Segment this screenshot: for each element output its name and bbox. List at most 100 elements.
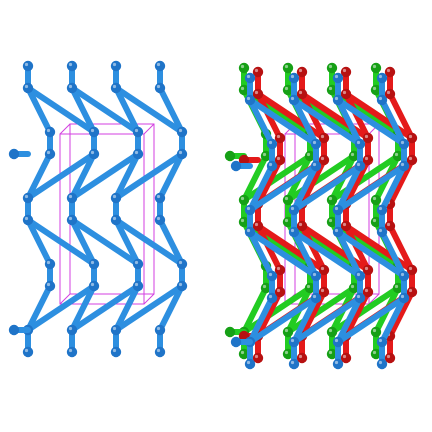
atom-highlight — [350, 152, 355, 157]
atom-highlight — [178, 150, 183, 155]
atom-highlight — [156, 326, 161, 331]
atom-node — [354, 270, 366, 282]
atom-highlight — [246, 206, 251, 211]
bond — [113, 217, 141, 267]
atom-highlight — [268, 272, 273, 277]
interpenetrated-networks-panel — [224, 62, 418, 370]
atom-highlight — [372, 64, 377, 69]
bond — [291, 295, 363, 345]
atom-node — [110, 324, 122, 336]
atom-node — [22, 214, 34, 226]
atom-node — [332, 72, 344, 84]
atom-node — [398, 270, 410, 282]
atom-node — [332, 204, 344, 216]
atom-node — [132, 126, 144, 138]
bond — [335, 97, 363, 147]
atom-highlight — [156, 194, 161, 199]
atom-highlight — [246, 96, 251, 101]
atom-highlight — [134, 282, 139, 287]
atom-highlight — [46, 282, 51, 287]
atom-node — [110, 82, 122, 94]
atom-highlight — [328, 196, 333, 201]
single-network-panel — [8, 60, 188, 358]
atom-node — [244, 226, 256, 238]
unit-cell — [59, 123, 155, 305]
atom-highlight — [312, 162, 317, 167]
atom-highlight — [290, 228, 295, 233]
bond — [241, 153, 313, 203]
atom-node — [154, 60, 166, 72]
atom-highlight — [306, 284, 311, 289]
atom-highlight — [68, 348, 73, 353]
atom-highlight — [68, 326, 73, 331]
atom-highlight — [298, 354, 303, 359]
atom-node — [154, 82, 166, 94]
atom-highlight — [24, 62, 29, 67]
network-blue — [8, 60, 188, 358]
atom-highlight — [378, 206, 383, 211]
atom-highlight — [254, 68, 259, 73]
bond — [247, 97, 319, 147]
atom-node — [370, 326, 382, 338]
bond — [113, 283, 185, 333]
atom-highlight — [408, 288, 413, 293]
atom-highlight — [386, 68, 391, 73]
atom-highlight — [276, 288, 281, 293]
atom-node — [244, 72, 256, 84]
atom-node — [154, 192, 166, 204]
atom-node — [288, 72, 300, 84]
atom-highlight — [356, 272, 361, 277]
bond — [379, 229, 407, 279]
atom-highlight — [350, 284, 355, 289]
atom-highlight — [364, 134, 369, 139]
atom-highlight — [46, 128, 51, 133]
atom-highlight — [156, 84, 161, 89]
bond — [241, 153, 269, 203]
atom-highlight — [312, 272, 317, 277]
bond — [69, 151, 97, 201]
bond — [25, 151, 97, 201]
atom-node — [244, 94, 256, 106]
atom-node — [88, 148, 100, 160]
atom-highlight — [90, 128, 95, 133]
atom-node — [230, 160, 242, 172]
atom-node — [44, 258, 56, 270]
bond — [285, 153, 357, 203]
atom-highlight — [284, 218, 289, 223]
bond — [113, 151, 185, 201]
atom-highlight — [408, 266, 413, 271]
unit-cell-edge — [368, 293, 380, 305]
atom-highlight — [342, 90, 347, 95]
atom-node — [8, 324, 20, 336]
bond — [343, 223, 415, 273]
unit-cell-front — [59, 133, 145, 305]
bond — [69, 151, 141, 201]
bond — [157, 283, 185, 333]
atom-highlight — [298, 222, 303, 227]
atom-highlight — [306, 152, 311, 157]
atom-node — [282, 62, 294, 74]
atom-highlight — [298, 68, 303, 73]
atom-highlight — [394, 152, 399, 157]
atom-highlight — [268, 294, 273, 299]
atom-highlight — [262, 284, 267, 289]
atom-highlight — [328, 86, 333, 91]
bond — [25, 283, 97, 333]
atom-node — [244, 358, 256, 370]
atom-node — [88, 280, 100, 292]
bond — [247, 229, 319, 279]
atom-highlight — [320, 288, 325, 293]
bond — [69, 217, 141, 267]
atom-highlight — [246, 360, 251, 365]
atom-highlight — [290, 338, 295, 343]
atom-highlight — [276, 156, 281, 161]
bond — [335, 229, 407, 279]
atom-highlight — [68, 62, 73, 67]
atom-node — [376, 204, 388, 216]
atom-highlight — [24, 84, 29, 89]
bond — [25, 85, 97, 135]
bond — [113, 217, 185, 267]
bond — [291, 163, 319, 213]
atom-highlight — [334, 338, 339, 343]
